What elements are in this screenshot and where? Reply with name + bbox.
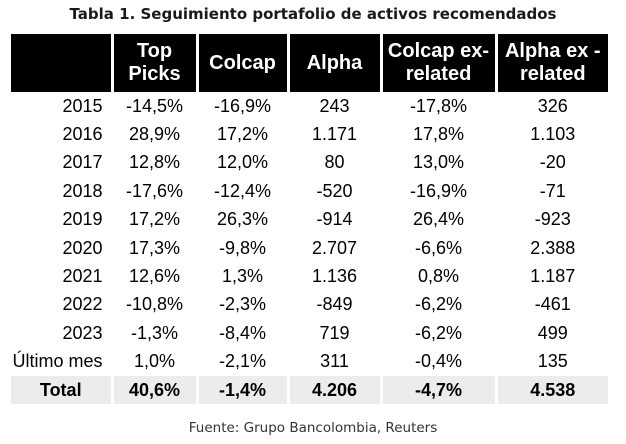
alpha-cell: -914 bbox=[286, 205, 381, 234]
alpha-ex-related-cell: 326 bbox=[494, 92, 608, 121]
top-picks-cell: -14,5% bbox=[110, 92, 197, 121]
colcap-ex-related-cell: -17,8% bbox=[379, 92, 496, 121]
table-row: 2020 17,3% -9,8% 2.707 -6,6% 2.388 bbox=[11, 233, 608, 263]
header-alpha-ex-related: Alpha ex - related bbox=[494, 34, 608, 92]
colcap-cell: -2,3% bbox=[195, 290, 288, 320]
total-top-picks-cell: 40,6% bbox=[110, 375, 197, 405]
colcap-ex-related-cell: -0,4% bbox=[379, 347, 496, 376]
top-picks-cell: 17,2% bbox=[110, 205, 197, 234]
top-picks-cell: -1,3% bbox=[110, 319, 197, 348]
row-label: 2018 bbox=[62, 180, 103, 201]
colcap-cell: -2,1% bbox=[195, 347, 288, 376]
header-alpha: Alpha bbox=[286, 34, 381, 92]
top-picks-cell: 28,9% bbox=[110, 120, 197, 149]
alpha-ex-related-cell: 499 bbox=[494, 319, 608, 348]
total-row: Total 40,6% -1,4% 4.206 -4,7% 4.538 bbox=[11, 375, 608, 405]
colcap-cell: -9,8% bbox=[195, 233, 288, 263]
alpha-cell: 2.707 bbox=[286, 233, 381, 263]
table-body: 2015 -14,5% -16,9% 243 -17,8% 326 2016 28,9% 17,… bbox=[11, 92, 608, 405]
top-picks-cell: 12,6% bbox=[110, 262, 197, 291]
top-picks-cell: 17,3% bbox=[110, 233, 197, 263]
header-line: Colcap bbox=[209, 51, 276, 74]
alpha-ex-related-cell: -923 bbox=[494, 205, 608, 234]
header-line: Alpha ex - bbox=[504, 40, 601, 62]
total-colcap-cell: -1,4% bbox=[195, 375, 288, 405]
row-label: 2016 bbox=[62, 124, 103, 145]
alpha-ex-related-cell: -71 bbox=[494, 177, 608, 206]
top-picks-cell: -17,6% bbox=[110, 177, 197, 206]
alpha-cell: 719 bbox=[286, 319, 381, 348]
row-label: 2023 bbox=[62, 322, 103, 343]
table-row: 2023 -1,3% -8,4% 719 -6,2% 499 bbox=[11, 319, 608, 348]
colcap-ex-related-cell: 26,4% bbox=[379, 205, 496, 234]
colcap-cell: -16,9% bbox=[195, 92, 288, 121]
total-colcap-ex-related-cell: -4,7% bbox=[379, 375, 496, 405]
colcap-ex-related-cell: -6,6% bbox=[379, 233, 496, 263]
colcap-cell: 26,3% bbox=[195, 205, 288, 234]
source-note: Fuente: Grupo Bancolombia, Reuters bbox=[188, 420, 438, 436]
table-row: 2019 17,2% 26,3% -914 26,4% -923 bbox=[11, 205, 608, 234]
header-line: Alpha bbox=[306, 51, 363, 74]
alpha-ex-related-cell: -20 bbox=[494, 148, 608, 178]
header-colcap: Colcap bbox=[195, 34, 288, 92]
header-row: Top Picks Colcap Alpha Colcap ex-related Alph… bbox=[11, 34, 608, 92]
alpha-ex-related-cell: -461 bbox=[494, 290, 608, 320]
header-line: related bbox=[519, 63, 586, 85]
row-label: 2022 bbox=[62, 294, 103, 315]
header-line: Top bbox=[136, 40, 173, 62]
header-line: Picks bbox=[128, 63, 181, 85]
alpha-ex-related-cell: 135 bbox=[494, 347, 608, 376]
header-blank bbox=[11, 34, 112, 92]
table-row: 2015 -14,5% -16,9% 243 -17,8% 326 bbox=[11, 92, 608, 121]
alpha-cell: -849 bbox=[286, 290, 381, 320]
row-label: 2017 bbox=[62, 152, 103, 173]
header-line: Colcap ex- bbox=[387, 40, 490, 62]
total-alpha-cell: 4.206 bbox=[286, 375, 381, 405]
colcap-ex-related-cell: -16,9% bbox=[379, 177, 496, 206]
table-row: 2018 -17,6% -12,4% -520 -16,9% -71 bbox=[11, 177, 608, 206]
alpha-cell: -520 bbox=[286, 177, 381, 206]
table-row: 2021 12,6% 1,3% 1.136 0,8% 1.187 bbox=[11, 262, 608, 291]
row-label: 2015 bbox=[62, 95, 103, 116]
portfolio-table: Top Picks Colcap Alpha Colcap ex-related Alph… bbox=[11, 34, 608, 405]
row-label: 2019 bbox=[62, 209, 103, 230]
table-row: 2022 -10,8% -2,3% -849 -6,2% -461 bbox=[11, 290, 608, 320]
table-title: Tabla 1. Seguimiento portafolio de activ… bbox=[69, 5, 557, 23]
alpha-ex-related-cell: 2.388 bbox=[494, 233, 608, 263]
alpha-cell: 1.171 bbox=[286, 120, 381, 149]
alpha-ex-related-cell: 1.103 bbox=[494, 120, 608, 149]
top-picks-cell: 1,0% bbox=[110, 347, 197, 376]
row-label: 2021 bbox=[62, 266, 103, 287]
table-row: 2016 28,9% 17,2% 1.171 17,8% 1.103 bbox=[11, 120, 608, 149]
colcap-ex-related-cell: 13,0% bbox=[379, 148, 496, 178]
alpha-ex-related-cell: 1.187 bbox=[494, 262, 608, 291]
colcap-cell: 12,0% bbox=[195, 148, 288, 178]
header-line: related bbox=[405, 63, 472, 85]
table-row: 2017 12,8% 12,0% 80 13,0% -20 bbox=[11, 148, 608, 178]
row-label: Último mes bbox=[12, 351, 103, 372]
alpha-cell: 80 bbox=[286, 148, 381, 178]
colcap-cell: -12,4% bbox=[195, 177, 288, 206]
colcap-ex-related-cell: 17,8% bbox=[379, 120, 496, 149]
alpha-cell: 311 bbox=[286, 347, 381, 376]
top-picks-cell: 12,8% bbox=[110, 148, 197, 178]
header-top-picks: Top Picks bbox=[110, 34, 197, 92]
header-colcap-ex-related: Colcap ex-related bbox=[379, 34, 496, 92]
colcap-ex-related-cell: -6,2% bbox=[379, 290, 496, 320]
table-row: Último mes 1,0% -2,1% 311 -0,4% 135 bbox=[11, 347, 608, 376]
colcap-ex-related-cell: -6,2% bbox=[379, 319, 496, 348]
total-alpha-ex-related-cell: 4.538 bbox=[494, 375, 608, 405]
row-label: 2020 bbox=[62, 237, 103, 258]
alpha-cell: 243 bbox=[286, 92, 381, 121]
colcap-ex-related-cell: 0,8% bbox=[379, 262, 496, 291]
total-label: Total bbox=[11, 375, 112, 405]
colcap-cell: 17,2% bbox=[195, 120, 288, 149]
top-picks-cell: -10,8% bbox=[110, 290, 197, 320]
colcap-cell: 1,3% bbox=[195, 262, 288, 291]
alpha-cell: 1.136 bbox=[286, 262, 381, 291]
colcap-cell: -8,4% bbox=[195, 319, 288, 348]
